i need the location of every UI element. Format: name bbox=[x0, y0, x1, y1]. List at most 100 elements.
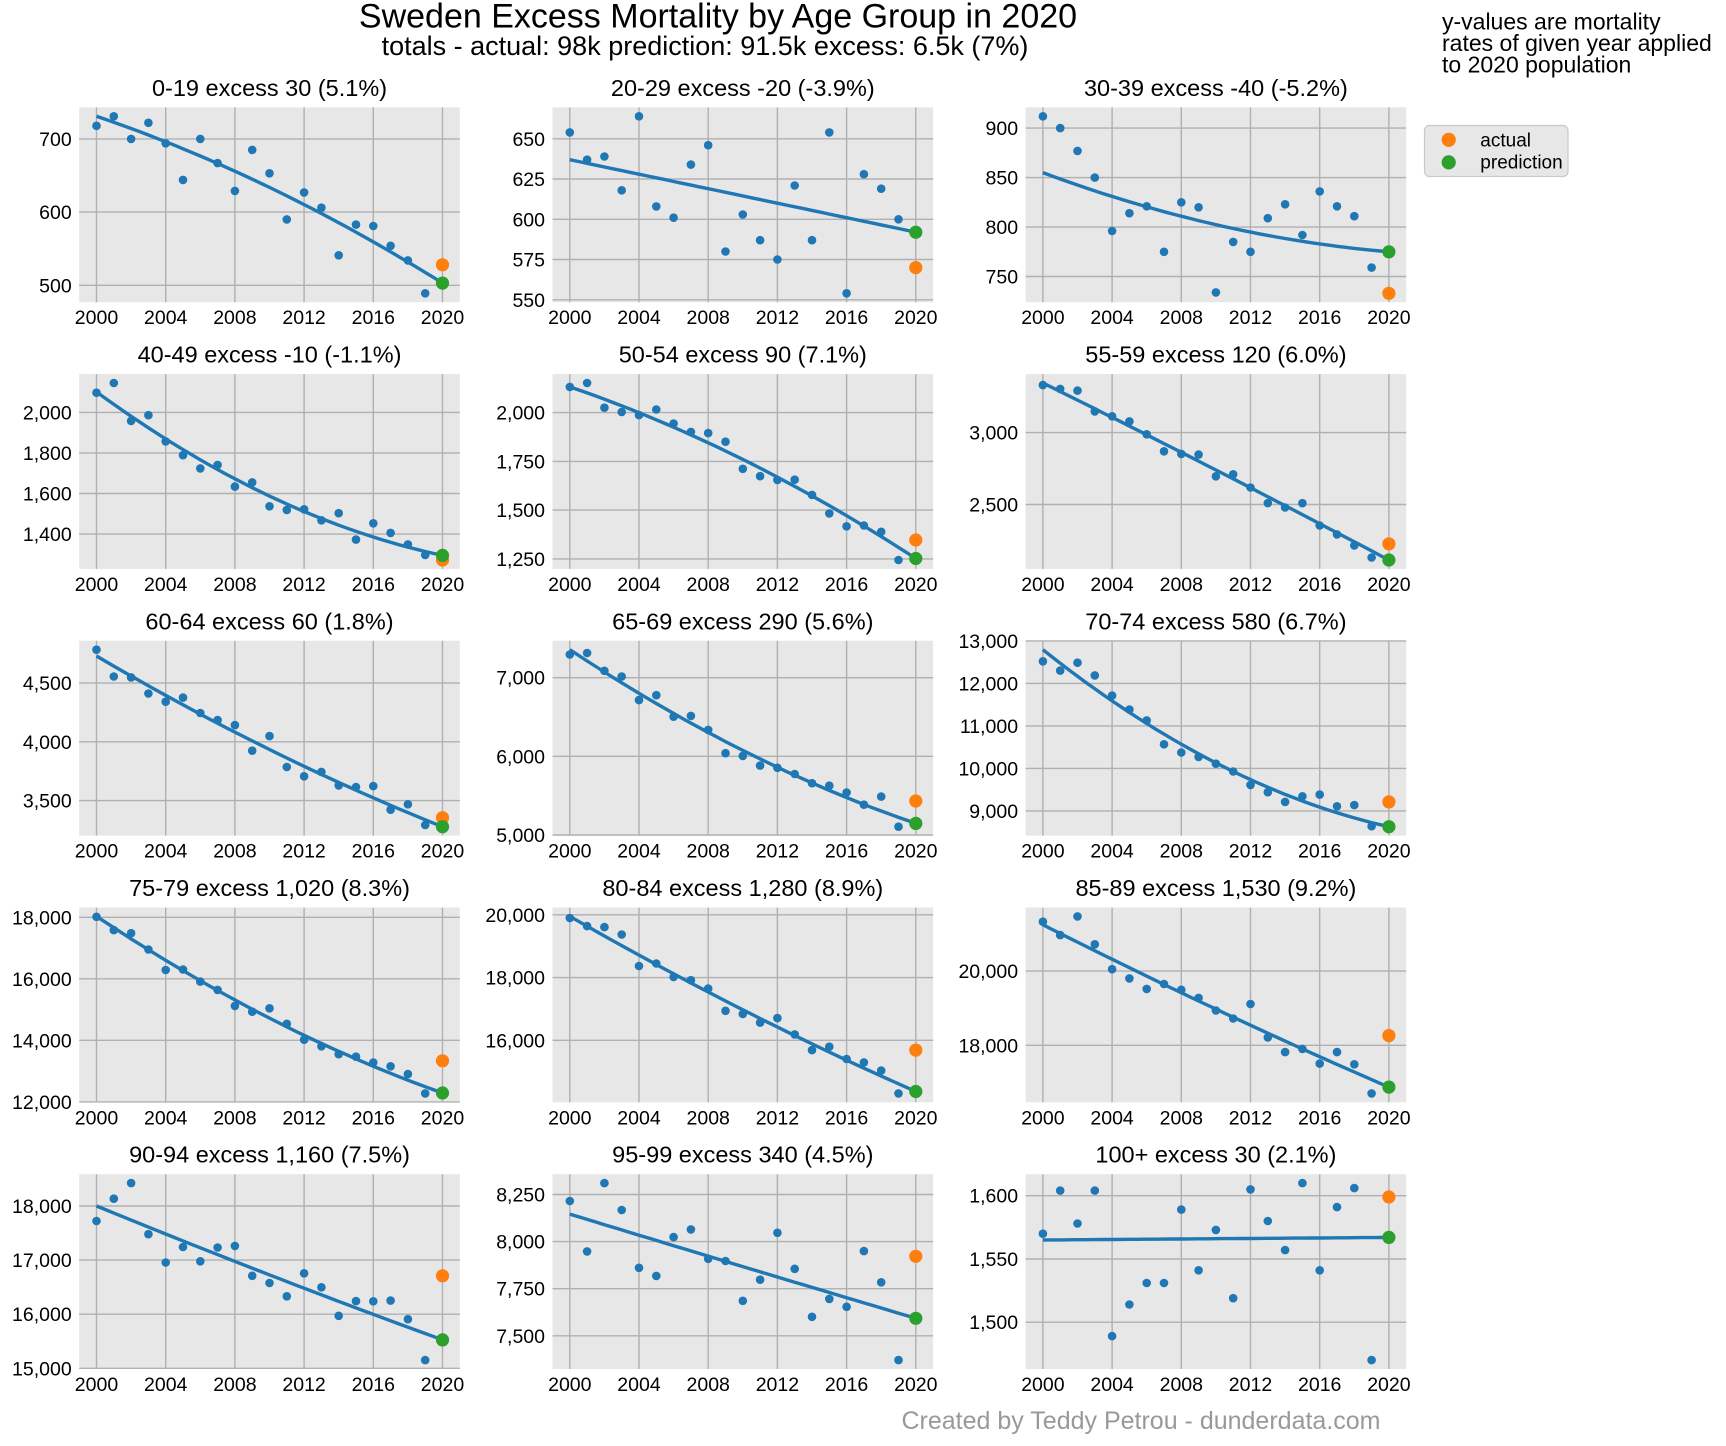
svg-text:90-94 excess 1,160 (7.5%): 90-94 excess 1,160 (7.5%) bbox=[129, 1142, 410, 1168]
svg-text:12,000: 12,000 bbox=[12, 1092, 72, 1114]
svg-text:2020: 2020 bbox=[894, 841, 938, 863]
svg-text:2,000: 2,000 bbox=[496, 403, 545, 425]
svg-text:2008: 2008 bbox=[687, 1107, 730, 1129]
svg-text:2000: 2000 bbox=[548, 1374, 592, 1396]
svg-text:1,600: 1,600 bbox=[969, 1186, 1018, 1208]
svg-text:17,000: 17,000 bbox=[12, 1250, 72, 1272]
svg-text:2000: 2000 bbox=[75, 1107, 119, 1129]
svg-text:2012: 2012 bbox=[282, 841, 325, 863]
svg-text:2020: 2020 bbox=[421, 841, 465, 863]
svg-text:20,000: 20,000 bbox=[485, 905, 545, 927]
svg-text:650: 650 bbox=[512, 129, 545, 151]
svg-text:Created by Teddy Petrou - dund: Created by Teddy Petrou - dunderdata.com bbox=[902, 1407, 1381, 1435]
svg-text:2000: 2000 bbox=[548, 574, 592, 596]
svg-text:40-49 excess -10 (-1.1%): 40-49 excess -10 (-1.1%) bbox=[138, 342, 402, 368]
svg-text:2016: 2016 bbox=[825, 841, 868, 863]
svg-text:2016: 2016 bbox=[352, 841, 395, 863]
svg-text:1,550: 1,550 bbox=[969, 1249, 1018, 1271]
svg-text:65-69 excess 290 (5.6%): 65-69 excess 290 (5.6%) bbox=[612, 608, 873, 634]
svg-text:Sweden Excess Mortality by Age: Sweden Excess Mortality by Age Group in … bbox=[359, 0, 1077, 36]
svg-text:1,750: 1,750 bbox=[496, 451, 545, 473]
svg-text:2012: 2012 bbox=[1229, 1374, 1272, 1396]
svg-text:2016: 2016 bbox=[1298, 1107, 1341, 1129]
svg-text:2004: 2004 bbox=[1090, 1374, 1134, 1396]
svg-text:2000: 2000 bbox=[548, 307, 592, 329]
svg-text:2008: 2008 bbox=[1160, 1374, 1203, 1396]
svg-text:2020: 2020 bbox=[421, 574, 465, 596]
svg-text:10,000: 10,000 bbox=[958, 758, 1018, 780]
svg-text:to 2020 population: to 2020 population bbox=[1442, 52, 1631, 78]
svg-text:75-79 excess 1,020 (8.3%): 75-79 excess 1,020 (8.3%) bbox=[129, 875, 410, 901]
svg-text:2012: 2012 bbox=[282, 1107, 325, 1129]
svg-text:100+ excess 30 (2.1%): 100+ excess 30 (2.1%) bbox=[1095, 1142, 1336, 1168]
svg-text:2008: 2008 bbox=[1160, 841, 1203, 863]
svg-text:2000: 2000 bbox=[1021, 1374, 1065, 1396]
svg-text:2012: 2012 bbox=[1229, 574, 1272, 596]
svg-text:2000: 2000 bbox=[548, 841, 592, 863]
svg-text:2004: 2004 bbox=[144, 574, 188, 596]
svg-text:2004: 2004 bbox=[617, 574, 661, 596]
svg-text:7,500: 7,500 bbox=[496, 1326, 545, 1348]
svg-text:7,750: 7,750 bbox=[496, 1279, 545, 1301]
svg-text:20,000: 20,000 bbox=[958, 961, 1018, 983]
svg-text:2000: 2000 bbox=[1021, 1107, 1065, 1129]
svg-text:2016: 2016 bbox=[825, 574, 868, 596]
svg-text:2008: 2008 bbox=[213, 1107, 256, 1129]
svg-text:2020: 2020 bbox=[894, 307, 938, 329]
svg-text:2012: 2012 bbox=[282, 1374, 325, 1396]
svg-text:1,600: 1,600 bbox=[23, 484, 72, 506]
svg-text:600: 600 bbox=[39, 202, 72, 224]
svg-text:2016: 2016 bbox=[352, 307, 395, 329]
svg-text:2004: 2004 bbox=[617, 841, 661, 863]
svg-text:2004: 2004 bbox=[617, 1374, 661, 1396]
svg-text:575: 575 bbox=[512, 250, 545, 272]
svg-text:2020: 2020 bbox=[894, 574, 938, 596]
svg-text:2,000: 2,000 bbox=[23, 402, 72, 424]
svg-text:9,000: 9,000 bbox=[969, 801, 1018, 823]
svg-text:8,000: 8,000 bbox=[496, 1232, 545, 1254]
svg-text:2004: 2004 bbox=[1090, 841, 1134, 863]
svg-text:2020: 2020 bbox=[1367, 1107, 1411, 1129]
svg-text:2020: 2020 bbox=[1367, 841, 1411, 863]
svg-text:6,000: 6,000 bbox=[496, 746, 545, 768]
svg-text:2004: 2004 bbox=[144, 841, 188, 863]
svg-text:2020: 2020 bbox=[421, 307, 465, 329]
svg-text:2000: 2000 bbox=[75, 574, 119, 596]
svg-text:rates of given year applied: rates of given year applied bbox=[1442, 30, 1712, 56]
svg-text:2004: 2004 bbox=[617, 307, 661, 329]
svg-text:55-59 excess 120 (6.0%): 55-59 excess 120 (6.0%) bbox=[1085, 342, 1346, 368]
svg-text:500: 500 bbox=[39, 275, 72, 297]
svg-text:7,000: 7,000 bbox=[496, 668, 545, 690]
svg-text:2020: 2020 bbox=[894, 1374, 938, 1396]
svg-text:12,000: 12,000 bbox=[958, 673, 1018, 695]
svg-text:16,000: 16,000 bbox=[12, 1304, 72, 1326]
svg-text:2020: 2020 bbox=[1367, 1374, 1411, 1396]
svg-text:2008: 2008 bbox=[687, 841, 730, 863]
svg-text:actual: actual bbox=[1480, 130, 1531, 151]
svg-text:2000: 2000 bbox=[75, 841, 119, 863]
svg-text:2008: 2008 bbox=[687, 1374, 730, 1396]
svg-text:2008: 2008 bbox=[687, 574, 730, 596]
svg-text:625: 625 bbox=[512, 169, 545, 191]
svg-text:2012: 2012 bbox=[282, 307, 325, 329]
svg-text:2016: 2016 bbox=[1298, 1374, 1341, 1396]
svg-text:2008: 2008 bbox=[213, 574, 256, 596]
svg-text:2012: 2012 bbox=[1229, 841, 1272, 863]
svg-text:2016: 2016 bbox=[1298, 307, 1341, 329]
svg-text:60-64 excess 60 (1.8%): 60-64 excess 60 (1.8%) bbox=[145, 608, 393, 634]
svg-text:1,500: 1,500 bbox=[496, 500, 545, 522]
svg-text:2012: 2012 bbox=[1229, 1107, 1272, 1129]
svg-text:3,500: 3,500 bbox=[23, 791, 72, 813]
svg-text:0-19 excess 30 (5.1%): 0-19 excess 30 (5.1%) bbox=[152, 75, 387, 101]
svg-text:13,000: 13,000 bbox=[958, 631, 1018, 653]
svg-text:20-29 excess -20 (-3.9%): 20-29 excess -20 (-3.9%) bbox=[611, 75, 875, 101]
svg-text:700: 700 bbox=[39, 129, 72, 151]
svg-text:750: 750 bbox=[986, 267, 1019, 289]
svg-text:16,000: 16,000 bbox=[12, 969, 72, 991]
svg-text:2016: 2016 bbox=[825, 1374, 868, 1396]
svg-text:600: 600 bbox=[512, 209, 545, 231]
svg-text:900: 900 bbox=[986, 118, 1019, 140]
svg-text:550: 550 bbox=[512, 290, 545, 312]
svg-text:2012: 2012 bbox=[282, 574, 325, 596]
svg-text:2012: 2012 bbox=[756, 1374, 799, 1396]
